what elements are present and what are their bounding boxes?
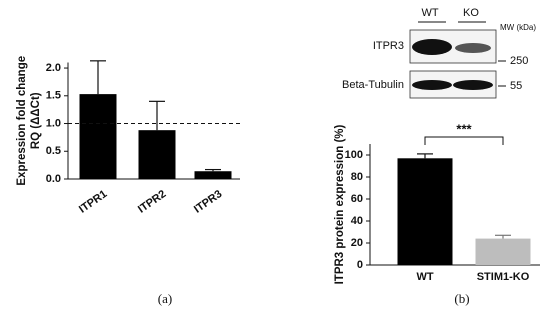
y-tick-label: 100 <box>345 149 363 161</box>
panel-label: (b) <box>454 291 469 306</box>
marker-label: 55 <box>510 80 522 92</box>
row-label: Beta-Tubulin <box>342 79 404 91</box>
x-tick-label: WT <box>416 271 433 283</box>
y-tick-label: 20 <box>351 237 363 249</box>
y-tick-label: 0.5 <box>46 145 61 157</box>
western-blot: WT KO MW (kDa) ITPR3 Beta-Tubulin 250 55 <box>342 7 536 99</box>
y-tick-label: 0.0 <box>46 173 61 185</box>
band <box>455 43 491 53</box>
marker-label: 250 <box>510 55 528 67</box>
y-tick-label: 1.5 <box>46 90 61 102</box>
x-tick-label: ITPR1 <box>77 188 109 216</box>
bar <box>194 171 232 179</box>
lane-label: KO <box>463 7 479 19</box>
bar <box>397 158 453 265</box>
y-tick-label: 60 <box>351 193 363 205</box>
band <box>453 80 493 90</box>
x-tick-label: ITPR3 <box>192 188 224 216</box>
bar <box>138 130 176 179</box>
bar <box>79 94 117 179</box>
band <box>412 39 452 55</box>
y-tick-label: 0 <box>357 259 363 271</box>
panel-label: (a) <box>158 291 172 306</box>
row-label: ITPR3 <box>373 40 404 52</box>
y-tick-label: 80 <box>351 171 363 183</box>
x-tick-label: STIM1-KO <box>477 271 530 283</box>
y-axis-label: ITPR3 protein expression (%) <box>334 124 346 284</box>
y-tick-label: 40 <box>351 215 363 227</box>
mw-label: MW (kDa) <box>500 23 536 32</box>
significance-label: *** <box>456 121 472 136</box>
x-tick-label: ITPR2 <box>136 188 168 216</box>
y-axis-label: RQ (ΔΔCt) <box>30 92 42 149</box>
y-tick-label: 1.0 <box>46 117 61 129</box>
y-tick-label: 2.0 <box>46 62 61 74</box>
significance-bracket <box>424 136 504 145</box>
band <box>412 80 452 90</box>
lane-label: WT <box>421 7 438 19</box>
bar <box>475 238 531 265</box>
y-axis-label: Expression fold change <box>16 56 28 186</box>
